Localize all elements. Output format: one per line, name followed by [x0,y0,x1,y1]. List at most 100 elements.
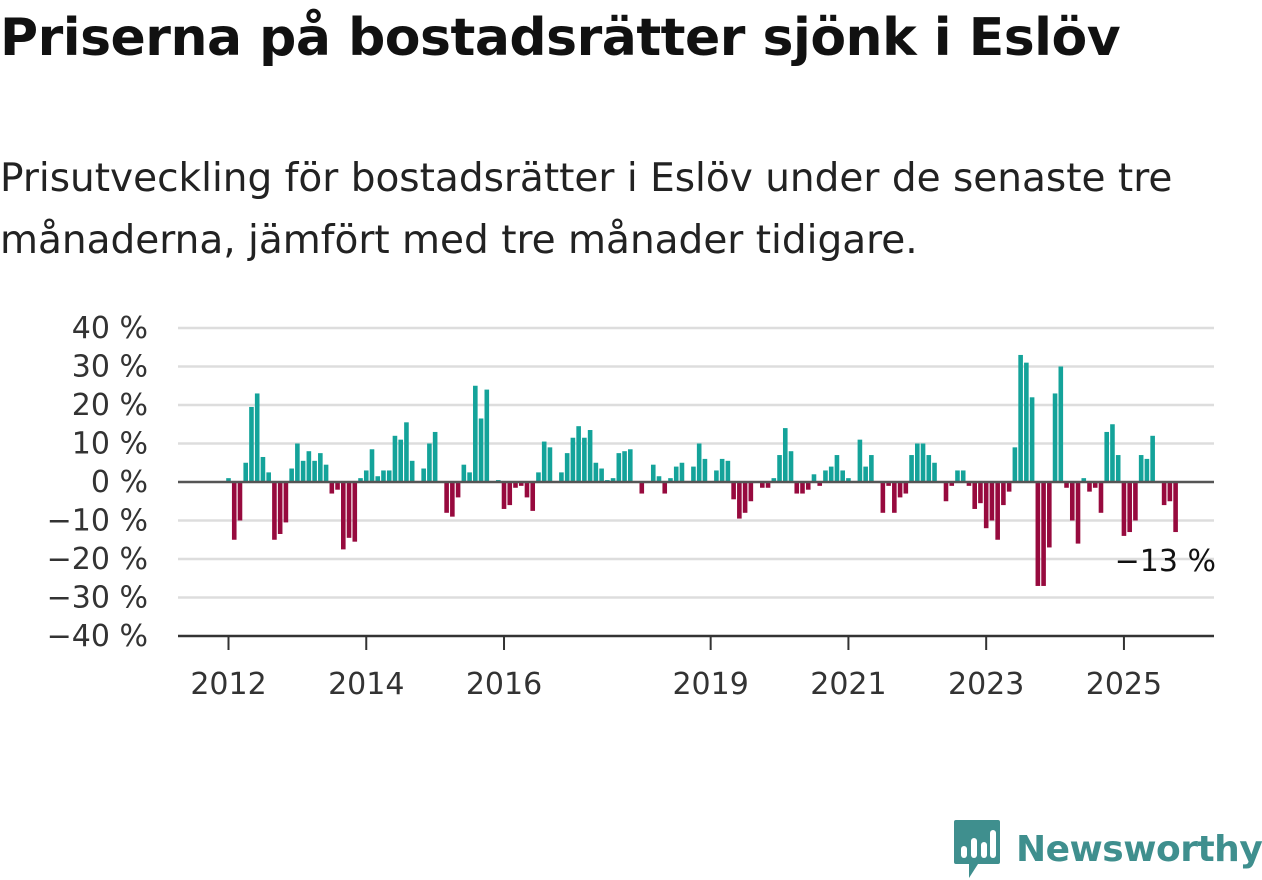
bar [386,470,392,482]
bar [530,482,536,511]
bar [748,482,754,502]
bar [1035,482,1041,586]
bar [473,385,478,482]
bar [341,482,346,550]
bar [823,470,828,482]
bar [1058,366,1064,482]
bar [501,482,507,509]
bar [811,474,817,482]
newsworthy-logo-icon [954,820,1000,878]
bar [995,482,1000,540]
bar [760,482,765,488]
bar [857,439,863,482]
bar [421,468,426,482]
bar [243,462,249,482]
bar [318,453,323,483]
x-tick-label: 2019 [672,667,748,702]
bar [960,470,966,482]
y-tick-label: 10 % [72,427,148,462]
bar [650,464,656,482]
bar [915,443,920,482]
bar [742,482,748,513]
bar [1018,354,1023,482]
bar [1006,482,1012,492]
bar [1092,482,1098,488]
bar [358,478,363,482]
bar [335,482,340,490]
bar [427,443,432,482]
bar [1052,393,1058,482]
x-tick-label: 2025 [1086,667,1162,702]
bar [1115,455,1121,482]
bar [1041,482,1046,586]
bar [369,449,375,482]
bar [909,455,914,482]
bar [737,482,742,519]
bar [719,458,725,482]
bar [254,393,260,482]
bar [639,482,645,494]
bar [1098,482,1104,513]
bar [714,470,719,482]
bar [381,470,386,482]
bar [541,441,547,482]
bar [656,476,662,482]
bar [289,468,294,482]
bar [972,482,977,509]
bar [673,466,679,482]
bar [226,478,231,482]
bar [1064,482,1069,488]
last-value-label: −13 % [1115,544,1216,579]
bar [949,482,955,486]
bar [513,482,518,488]
bar [444,482,449,513]
y-tick-label: 40 % [72,311,148,346]
y-tick-label: −20 % [47,542,148,577]
bar [926,455,932,482]
bar [375,476,381,482]
bar [404,422,409,482]
bar [1047,482,1052,548]
bar [352,482,358,542]
bar [1161,482,1167,506]
bar [800,482,805,494]
bar [955,470,960,482]
bar [978,482,983,504]
bar [628,449,633,482]
bar [943,482,949,502]
y-tick-label: −40 % [47,619,148,654]
x-axis-ticks: 2012 2014 2016 2019 2021 2023 2025 [190,636,1162,702]
bar [1127,482,1132,533]
bar [570,437,576,482]
bar [828,466,834,482]
bar [1138,455,1144,482]
x-tick-label: 2014 [328,667,404,702]
bar [731,482,736,500]
brand-name: Newsworthy [1016,828,1262,870]
bar [266,472,271,483]
bar [886,482,891,486]
axes [178,480,1214,638]
bar [834,455,840,482]
bar [260,456,266,482]
bar [237,482,243,521]
bar [805,482,811,490]
bar [564,453,570,483]
bar [432,431,438,482]
bar [869,455,874,482]
bar [610,478,616,482]
bar [582,437,587,482]
bar [507,482,513,506]
bar [903,482,909,494]
bar [771,478,777,482]
bar [249,406,254,482]
bar [599,468,604,482]
bar [932,462,937,482]
bar [559,472,564,483]
bar [1104,431,1110,482]
bar [283,482,289,523]
bar [668,478,673,482]
y-tick-label: 30 % [72,350,148,385]
bar [392,435,398,482]
bar [576,426,581,482]
